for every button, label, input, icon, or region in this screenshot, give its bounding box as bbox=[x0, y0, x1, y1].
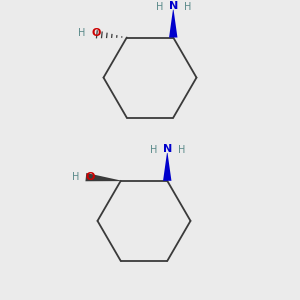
Text: H: H bbox=[156, 2, 163, 12]
Polygon shape bbox=[85, 173, 121, 181]
Text: H: H bbox=[184, 2, 191, 12]
Text: N: N bbox=[169, 1, 178, 11]
Polygon shape bbox=[169, 10, 178, 38]
Text: H: H bbox=[78, 28, 85, 38]
Text: H: H bbox=[150, 145, 157, 155]
Text: H: H bbox=[72, 172, 79, 182]
Polygon shape bbox=[163, 153, 172, 181]
Text: O: O bbox=[86, 172, 95, 182]
Text: H: H bbox=[178, 145, 185, 155]
Text: O: O bbox=[92, 28, 101, 38]
Text: N: N bbox=[163, 144, 172, 154]
